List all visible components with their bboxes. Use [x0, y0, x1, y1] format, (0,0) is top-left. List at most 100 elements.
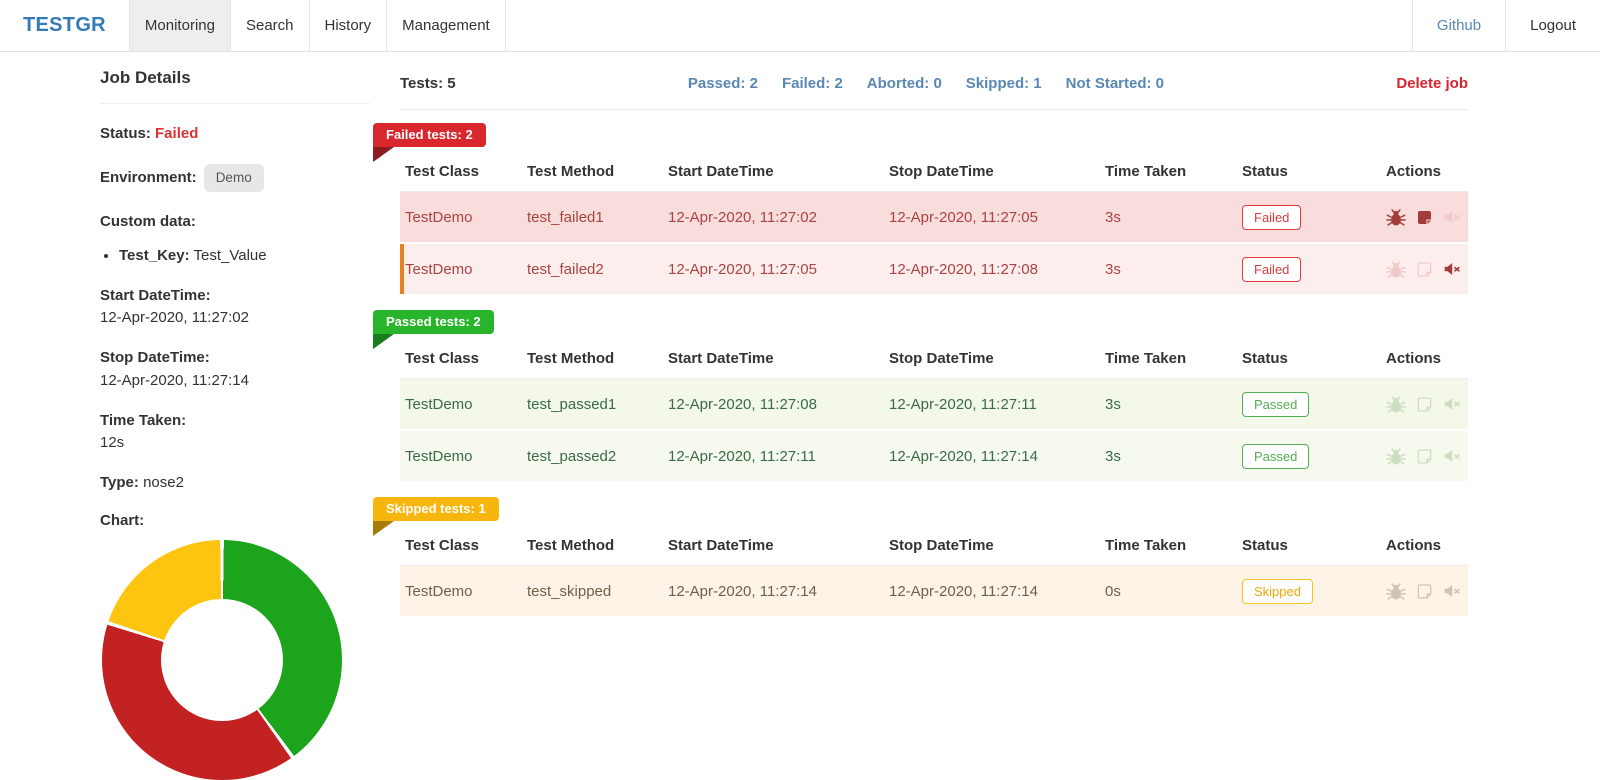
- column-header-time-taken: Time Taken: [1105, 163, 1187, 180]
- nav-right: Github Logout: [1411, 0, 1600, 51]
- cell-stop-datetime: 12-Apr-2020, 11:27:14: [889, 582, 1038, 600]
- tab-history[interactable]: History: [310, 0, 388, 51]
- tests-section-failed: Failed tests: 2 Test Class Test Method Star…: [373, 123, 1468, 294]
- time-taken-block: Time Taken: 12s: [100, 411, 370, 454]
- summary-link-aborted[interactable]: Aborted: 0: [866, 75, 942, 92]
- note-icon[interactable]: [1414, 394, 1434, 415]
- table-badge-passed: Passed tests: 2: [373, 310, 494, 349]
- test-row-test-passed1[interactable]: TestDemo test_passed1 12-Apr-2020, 11:27:0…: [400, 379, 1468, 429]
- time-taken-label: Time Taken:: [100, 411, 187, 429]
- results-donut-chart: [102, 539, 342, 780]
- stop-datetime-label: Stop DateTime:: [100, 349, 210, 367]
- note-icon[interactable]: [1414, 581, 1434, 602]
- tab-management[interactable]: Management: [387, 0, 506, 51]
- bug-icon[interactable]: [1386, 207, 1406, 228]
- cell-start-datetime: 12-Apr-2020, 11:27:08: [668, 395, 817, 413]
- mute-icon[interactable]: [1442, 394, 1462, 415]
- actions-cell: [1381, 446, 1472, 467]
- mute-icon[interactable]: [1442, 259, 1462, 280]
- custom-data-label: Custom data:: [100, 213, 196, 231]
- tab-search[interactable]: Search: [231, 0, 310, 51]
- cell-stop-datetime: 12-Apr-2020, 11:27:11: [889, 395, 1037, 413]
- cell-test-method: test_passed1: [527, 395, 617, 413]
- delete-job-button[interactable]: Delete job: [1396, 75, 1468, 92]
- column-header-test-method: Test Method: [527, 537, 615, 554]
- note-icon[interactable]: [1414, 207, 1434, 228]
- column-header-test-method: Test Method: [527, 350, 615, 367]
- column-header-time-taken: Time Taken: [1105, 537, 1187, 554]
- tests-main: Tests: 5 Passed: 2 Failed: 2 Aborted: 0 Ski…: [373, 52, 1468, 632]
- table-badge-skipped: Skipped tests: 1: [373, 497, 499, 536]
- status-badge: Passed: [1242, 443, 1310, 469]
- cell-test-method: test_skipped: [527, 582, 612, 600]
- bug-icon[interactable]: [1386, 446, 1406, 467]
- cell-test-method: test_failed1: [527, 208, 604, 226]
- column-header-test-class: Test Class: [405, 163, 479, 180]
- job-details-panel: Job Details Status: Failed Environment: …: [100, 52, 370, 780]
- summary-link-passed[interactable]: Passed: 2: [687, 75, 758, 92]
- cell-status: Failed: [1237, 204, 1381, 230]
- column-header-test-class: Test Class: [405, 537, 479, 554]
- summary-link-skipped[interactable]: Skipped: 1: [965, 75, 1042, 92]
- column-header-test-class: Test Class: [405, 350, 479, 367]
- cell-status: Passed: [1237, 443, 1381, 469]
- test-row-test-passed2[interactable]: TestDemo test_passed2 12-Apr-2020, 11:27:1…: [400, 431, 1468, 481]
- actions-cell: [1381, 207, 1472, 228]
- environment-label: Environment:: [100, 169, 197, 187]
- bug-icon[interactable]: [1386, 394, 1406, 415]
- column-header-test-method: Test Method: [527, 163, 615, 180]
- start-datetime-value: 12-Apr-2020, 11:27:02: [100, 309, 249, 327]
- mute-icon[interactable]: [1442, 446, 1462, 467]
- column-header-status: Status: [1242, 350, 1288, 367]
- column-header-status: Status: [1242, 163, 1288, 180]
- start-datetime-block: Start DateTime: 12-Apr-2020, 11:27:02: [100, 286, 370, 329]
- column-header-time-taken: Time Taken: [1105, 350, 1187, 367]
- cell-time-taken: 3s: [1105, 260, 1121, 278]
- cell-status: Failed: [1237, 256, 1381, 282]
- table-header-row: Test Class Test Method Start DateTime Stop …: [400, 339, 1468, 379]
- chart-label: Chart:: [100, 511, 145, 529]
- mute-icon[interactable]: [1442, 207, 1462, 228]
- cell-test-method: test_passed2: [527, 447, 617, 465]
- summary-links: Passed: 2 Failed: 2 Aborted: 0 Skipped: 1 No…: [456, 75, 1397, 92]
- job-status-row: Status: Failed: [100, 124, 370, 144]
- nav-link-github[interactable]: Github: [1411, 0, 1505, 51]
- brand-logo[interactable]: TESTGR: [23, 14, 106, 36]
- tab-monitoring[interactable]: Monitoring: [128, 0, 231, 51]
- bug-icon[interactable]: [1386, 581, 1406, 602]
- column-header-actions: Actions: [1386, 350, 1442, 367]
- time-taken-value: 12s: [100, 434, 125, 452]
- column-header-actions: Actions: [1386, 537, 1442, 554]
- bug-icon[interactable]: [1386, 259, 1406, 280]
- tests-count: Tests: 5: [400, 75, 456, 92]
- mute-icon[interactable]: [1442, 581, 1462, 602]
- cell-start-datetime: 12-Apr-2020, 11:27:05: [668, 260, 817, 278]
- cell-time-taken: 0s: [1105, 582, 1121, 600]
- cell-test-class: TestDemo: [405, 582, 473, 600]
- test-row-test-failed2[interactable]: TestDemo test_failed2 12-Apr-2020, 11:27:0…: [400, 244, 1468, 294]
- test-tables: Failed tests: 2 Test Class Test Method Star…: [373, 123, 1468, 616]
- job-details-title: Job Details: [100, 68, 370, 104]
- cell-time-taken: 3s: [1105, 208, 1121, 226]
- cell-test-class: TestDemo: [405, 208, 473, 226]
- note-icon[interactable]: [1414, 446, 1434, 467]
- job-type-row: Type: nose2: [100, 473, 370, 493]
- cell-status: Passed: [1237, 391, 1381, 417]
- cell-time-taken: 3s: [1105, 395, 1121, 413]
- summary-link-failed[interactable]: Failed: 2: [781, 75, 843, 92]
- status-badge: Failed: [1242, 204, 1302, 230]
- start-datetime-label: Start DateTime:: [100, 286, 211, 304]
- chart-area: [100, 539, 370, 780]
- cell-start-datetime: 12-Apr-2020, 11:27:11: [668, 447, 816, 465]
- summary-link-not-started[interactable]: Not Started: 0: [1065, 75, 1164, 92]
- note-icon[interactable]: [1414, 259, 1434, 280]
- column-header-status: Status: [1242, 537, 1288, 554]
- table-header-row: Test Class Test Method Start DateTime Stop …: [400, 152, 1468, 192]
- test-row-test-skipped[interactable]: TestDemo test_skipped 12-Apr-2020, 11:27:1…: [400, 566, 1468, 616]
- nav-link-logout[interactable]: Logout: [1505, 0, 1600, 51]
- stop-datetime-value: 12-Apr-2020, 11:27:14: [100, 371, 249, 389]
- chart-label-row: Chart:: [100, 511, 370, 531]
- status-value: Failed: [155, 125, 199, 142]
- test-row-test-failed1[interactable]: TestDemo test_failed1 12-Apr-2020, 11:27:0…: [400, 192, 1468, 242]
- tests-table-skipped: Test Class Test Method Start DateTime Stop …: [400, 526, 1468, 616]
